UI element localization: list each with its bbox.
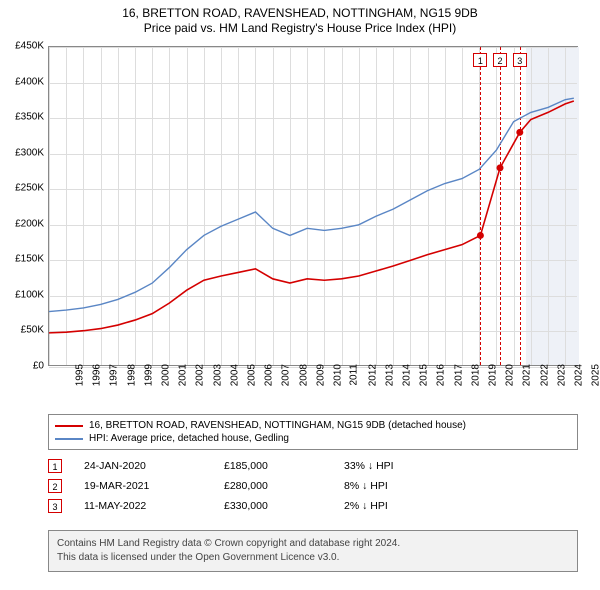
x-tick-label: 2019: [487, 364, 498, 386]
y-tick-label: £400K: [15, 76, 44, 87]
x-tick-label: 2008: [298, 364, 309, 386]
x-tick-label: 2023: [556, 364, 567, 386]
sale-date: 24-JAN-2020: [84, 460, 224, 472]
sale-price: £330,000: [224, 500, 344, 512]
x-tick-label: 2022: [539, 364, 550, 386]
sales-table: 1 24-JAN-2020 £185,000 33% ↓ HPI 2 19-MA…: [48, 456, 578, 516]
sale-marker-icon: 2: [48, 479, 62, 493]
y-tick-label: £300K: [15, 147, 44, 158]
sale-price: £185,000: [224, 460, 344, 472]
x-tick-label: 2012: [367, 364, 378, 386]
y-tick-label: £100K: [15, 289, 44, 300]
footer-line-2: This data is licensed under the Open Gov…: [57, 551, 569, 565]
y-tick-label: £350K: [15, 112, 44, 123]
x-tick-label: 2018: [470, 364, 481, 386]
sale-pct: 8% ↓ HPI: [344, 480, 464, 492]
chart-plot-area: 123: [48, 46, 578, 366]
y-tick-label: £450K: [15, 41, 44, 52]
x-tick-label: 2001: [177, 364, 188, 386]
x-tick-label: 1997: [109, 364, 120, 386]
x-tick-label: 2014: [401, 364, 412, 386]
table-row: 3 11-MAY-2022 £330,000 2% ↓ HPI: [48, 496, 578, 516]
y-tick-label: £200K: [15, 218, 44, 229]
legend-row: 16, BRETTON ROAD, RAVENSHEAD, NOTTINGHAM…: [55, 419, 571, 432]
x-tick-label: 2003: [212, 364, 223, 386]
sale-pct: 2% ↓ HPI: [344, 500, 464, 512]
x-tick-label: 2011: [349, 364, 360, 386]
table-row: 1 24-JAN-2020 £185,000 33% ↓ HPI: [48, 456, 578, 476]
title-line-1: 16, BRETTON ROAD, RAVENSHEAD, NOTTINGHAM…: [0, 6, 600, 20]
sale-date: 19-MAR-2021: [84, 480, 224, 492]
x-tick-label: 2010: [332, 364, 343, 386]
x-tick-label: 1996: [91, 364, 102, 386]
title-block: 16, BRETTON ROAD, RAVENSHEAD, NOTTINGHAM…: [0, 0, 600, 37]
x-tick-label: 2013: [384, 364, 395, 386]
x-tick-label: 2006: [264, 364, 275, 386]
x-tick-label: 1995: [74, 364, 85, 386]
sale-pct: 33% ↓ HPI: [344, 460, 464, 472]
footer-licence: Contains HM Land Registry data © Crown c…: [48, 530, 578, 572]
legend-label: 16, BRETTON ROAD, RAVENSHEAD, NOTTINGHAM…: [89, 420, 466, 431]
chart-container: 16, BRETTON ROAD, RAVENSHEAD, NOTTINGHAM…: [0, 0, 600, 590]
x-tick-label: 2005: [246, 364, 257, 386]
sale-marker-icon: 1: [48, 459, 62, 473]
sale-date: 11-MAY-2022: [84, 500, 224, 512]
legend-swatch: [55, 438, 83, 440]
x-tick-label: 2009: [315, 364, 326, 386]
x-tick-label: 2002: [195, 364, 206, 386]
x-tick-label: 2000: [160, 364, 171, 386]
x-tick-label: 2020: [504, 364, 515, 386]
x-tick-label: 1999: [143, 364, 154, 386]
x-tick-label: 2017: [453, 364, 464, 386]
x-tick-label: 2004: [229, 364, 240, 386]
x-tick-label: 2007: [281, 364, 292, 386]
y-tick-label: £50K: [21, 325, 44, 336]
title-line-2: Price paid vs. HM Land Registry's House …: [0, 21, 600, 35]
x-tick-label: 2016: [436, 364, 447, 386]
y-tick-label: £250K: [15, 183, 44, 194]
x-tick-label: 2015: [418, 364, 429, 386]
x-tick-label: 1998: [126, 364, 137, 386]
y-tick-label: £0: [33, 361, 44, 372]
legend-swatch: [55, 425, 83, 427]
y-tick-label: £150K: [15, 254, 44, 265]
sale-price: £280,000: [224, 480, 344, 492]
legend-row: HPI: Average price, detached house, Gedl…: [55, 432, 571, 445]
footer-line-1: Contains HM Land Registry data © Crown c…: [57, 537, 569, 551]
x-tick-label: 2021: [522, 364, 533, 386]
table-row: 2 19-MAR-2021 £280,000 8% ↓ HPI: [48, 476, 578, 496]
x-tick-label: 2024: [573, 364, 584, 386]
legend-box: 16, BRETTON ROAD, RAVENSHEAD, NOTTINGHAM…: [48, 414, 578, 450]
legend-label: HPI: Average price, detached house, Gedl…: [89, 433, 289, 444]
x-tick-label: 2025: [590, 364, 600, 386]
sale-marker-icon: 3: [48, 499, 62, 513]
